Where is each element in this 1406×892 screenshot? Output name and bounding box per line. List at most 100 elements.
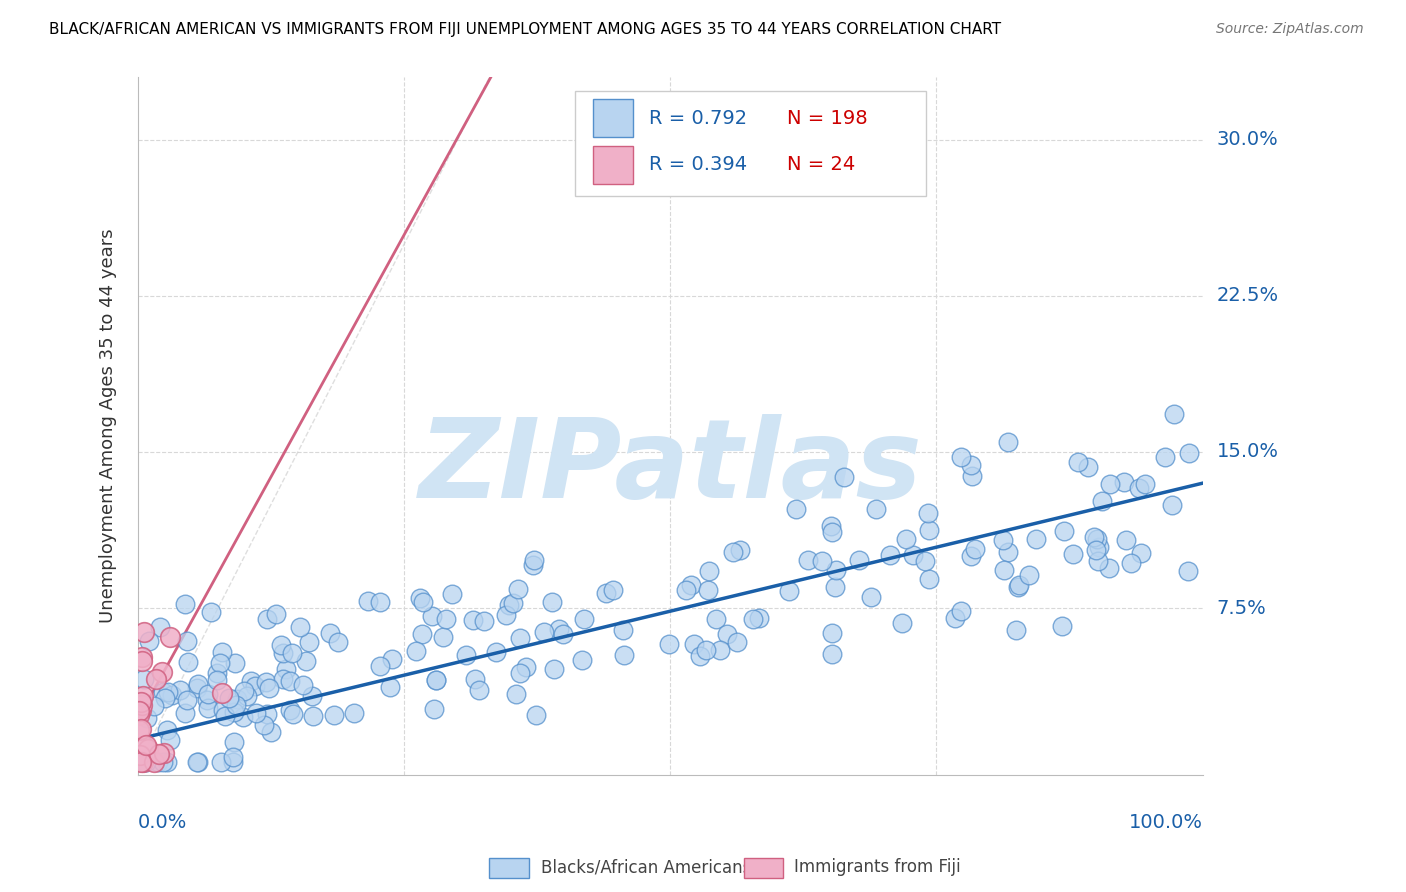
Point [281, 647, 304, 661]
Point [848, 553, 870, 567]
Point [129, 722, 152, 736]
FancyBboxPatch shape [575, 91, 925, 196]
Point [412, 595, 434, 609]
Point [195, 692, 218, 706]
Text: 15.0%: 15.0% [1216, 442, 1278, 461]
Point [709, 643, 731, 657]
Point [679, 578, 702, 592]
Point [695, 642, 717, 657]
Text: Immigrants from Fiji: Immigrants from Fiji [794, 858, 962, 876]
Point [441, 587, 464, 601]
Point [891, 616, 914, 631]
Text: N = 198: N = 198 [787, 109, 868, 128]
Point [821, 524, 844, 539]
Point [574, 612, 596, 626]
Point [1098, 561, 1121, 575]
Point [405, 644, 427, 658]
Point [128, 747, 150, 762]
Point [914, 554, 936, 568]
Text: Blacks/African Americans: Blacks/African Americans [541, 858, 752, 876]
Point [357, 594, 380, 608]
Point [319, 626, 342, 640]
Point [716, 627, 738, 641]
Point [422, 702, 444, 716]
Point [1153, 450, 1175, 465]
Point [156, 755, 179, 769]
Point [454, 648, 477, 662]
Point [173, 706, 195, 720]
Point [696, 582, 718, 597]
Point [832, 469, 855, 483]
Point [132, 690, 155, 704]
Point [135, 738, 157, 752]
Point [211, 686, 233, 700]
Point [1085, 543, 1108, 558]
Point [509, 665, 531, 680]
Point [683, 637, 706, 651]
Point [1025, 533, 1047, 547]
Point [796, 553, 818, 567]
Point [301, 689, 323, 703]
Point [728, 543, 751, 558]
Point [918, 523, 941, 537]
Point [689, 649, 711, 664]
Point [1112, 475, 1135, 490]
Point [548, 622, 571, 636]
Point [468, 682, 491, 697]
Point [1178, 446, 1201, 460]
Point [378, 680, 401, 694]
Point [343, 706, 366, 720]
Point [159, 733, 181, 747]
Point [322, 708, 344, 723]
Point [950, 450, 973, 464]
Point [295, 654, 318, 668]
Point [1160, 498, 1182, 512]
Point [138, 634, 160, 648]
Point [270, 638, 292, 652]
Point [432, 630, 454, 644]
Point [697, 564, 720, 578]
Point [917, 572, 939, 586]
Point [149, 620, 172, 634]
Point [463, 613, 485, 627]
Point [177, 656, 200, 670]
Point [515, 660, 537, 674]
Point [602, 583, 624, 598]
Point [943, 611, 966, 625]
Point [222, 755, 245, 769]
Point [411, 627, 433, 641]
Point [129, 695, 152, 709]
Point [155, 691, 177, 706]
Point [186, 755, 208, 769]
Text: 22.5%: 22.5% [1216, 286, 1278, 305]
Point [1121, 556, 1143, 570]
Point [142, 698, 165, 713]
Point [1018, 568, 1040, 582]
Point [152, 755, 174, 769]
Point [1050, 619, 1073, 633]
Point [725, 635, 748, 649]
Text: 7.5%: 7.5% [1216, 599, 1267, 617]
Point [879, 548, 901, 562]
Point [271, 646, 294, 660]
Point [136, 742, 159, 756]
Point [523, 553, 546, 567]
Point [368, 595, 391, 609]
Point [186, 681, 208, 695]
Point [553, 627, 575, 641]
Point [1087, 540, 1109, 554]
Point [821, 648, 844, 662]
Point [297, 634, 319, 648]
Point [434, 612, 457, 626]
Point [1005, 623, 1028, 637]
Point [495, 608, 517, 623]
Point [240, 673, 263, 688]
Point [146, 755, 169, 769]
Point [159, 630, 181, 644]
Point [291, 678, 314, 692]
Point [409, 591, 432, 606]
Point [176, 693, 198, 707]
Point [1053, 524, 1076, 538]
Point [965, 541, 987, 556]
Point [152, 685, 174, 699]
